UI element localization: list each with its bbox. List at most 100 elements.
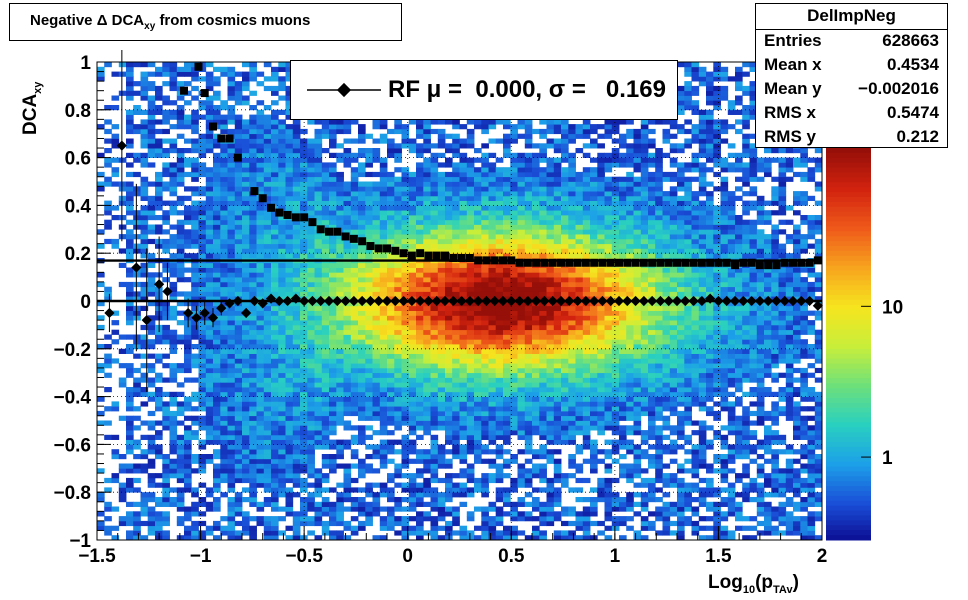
heatmap-cell (466, 229, 475, 235)
heatmap-cell (401, 520, 410, 527)
heatmap-cell (394, 143, 402, 149)
heatmap-cell (350, 477, 359, 484)
heatmap-cell (227, 119, 236, 125)
heatmap-cell (336, 324, 344, 331)
heatmap-cell (111, 238, 120, 245)
heatmap-cell (220, 215, 228, 221)
heatmap-cell (198, 243, 207, 249)
heatmap-cell (162, 71, 170, 77)
heatmap-cell (285, 439, 294, 445)
heatmap-cell (198, 100, 207, 106)
heatmap-cell (430, 219, 439, 225)
heatmap-cell (176, 434, 185, 440)
heatmap-cell (517, 415, 526, 421)
heatmap-cell (553, 468, 562, 474)
heatmap-cell (205, 81, 214, 87)
heatmap-cell (423, 367, 431, 374)
heatmap-cell (126, 482, 134, 488)
heatmap-cell (466, 277, 475, 283)
heatmap-cell (452, 205, 460, 211)
heatmap-cell (227, 191, 236, 197)
heatmap-cell (249, 387, 257, 393)
heatmap-cell (242, 458, 250, 464)
heatmap-cell (329, 238, 337, 245)
heatmap-cell (300, 454, 308, 460)
heatmap-cell (546, 516, 555, 522)
heatmap-cell (488, 439, 497, 445)
heatmap-cell (314, 310, 323, 316)
heatmap-cell (198, 200, 207, 206)
heatmap-cell (408, 444, 417, 450)
heatmap-cell (358, 315, 366, 321)
heatmap-cell (546, 310, 555, 316)
heatmap-cell (408, 329, 417, 335)
heatmap-cell (532, 238, 540, 245)
heatmap-cell (234, 334, 243, 340)
heatmap-cell (104, 353, 112, 359)
heatmap-cell (539, 238, 547, 245)
heatmap-cell (437, 367, 446, 374)
heatmap-cell (495, 497, 504, 503)
heatmap-cell (169, 487, 178, 493)
heatmap-cell (394, 320, 402, 326)
heatmap-cell (140, 501, 149, 507)
heatmap-cell (365, 372, 373, 378)
heatmap-cell (249, 238, 257, 245)
heatmap-cell (430, 516, 439, 522)
heatmap-cell (220, 473, 228, 479)
heatmap-cell (343, 286, 352, 292)
heatmap-cell (517, 482, 526, 488)
heatmap-cell (321, 286, 330, 292)
heatmap-cell (249, 497, 257, 503)
heatmap-cell (184, 81, 192, 87)
heatmap-cell (358, 473, 366, 479)
heatmap-cell (249, 176, 257, 182)
heatmap-cell (271, 348, 279, 354)
heatmap-cell (271, 191, 279, 197)
heatmap-cell (503, 248, 511, 254)
heatmap-cell (401, 215, 410, 221)
heatmap-cell (321, 272, 330, 278)
heatmap-cell (546, 367, 555, 374)
heatmap-cell (220, 105, 228, 111)
heatmap-cell (459, 449, 468, 455)
heatmap-cell (133, 234, 141, 240)
heatmap-cell (300, 281, 308, 288)
heatmap-cell (445, 195, 453, 201)
heatmap-cell (300, 229, 308, 235)
heatmap-cell (307, 372, 315, 378)
heatmap-cell (408, 401, 417, 407)
heatmap-cell (546, 324, 555, 331)
heatmap-cell (495, 401, 504, 407)
heatmap-cell (358, 396, 366, 402)
heatmap-cell (358, 277, 366, 283)
heatmap-cell (510, 367, 518, 374)
heatmap-cell (416, 238, 424, 245)
heatmap-cell (263, 391, 272, 397)
heatmap-cell (343, 281, 352, 288)
heatmap-cell (126, 434, 134, 440)
heatmap-cell (459, 176, 468, 182)
heatmap-cell (104, 205, 112, 211)
heatmap-cell (466, 353, 475, 359)
heatmap-cell (408, 267, 417, 273)
heatmap-cell (423, 468, 431, 474)
heatmap-cell (285, 90, 294, 96)
heatmap-cell (350, 277, 359, 283)
heatmap-cell (481, 430, 489, 436)
heatmap-cell (401, 234, 410, 240)
heatmap-cell (524, 176, 533, 182)
heatmap-cell (532, 463, 540, 469)
heatmap-cell (133, 391, 141, 397)
heatmap-cell (437, 334, 446, 340)
heatmap-cell (546, 339, 555, 345)
heatmap-cell (423, 128, 431, 135)
heatmap-cell (372, 272, 381, 278)
heatmap-cell (488, 458, 497, 464)
heatmap-cell (358, 281, 366, 288)
heatmap-cell (162, 363, 170, 369)
heatmap-cell (256, 324, 265, 331)
heatmap-cell (169, 76, 178, 82)
heatmap-cell (350, 367, 359, 374)
heatmap-cell (307, 138, 315, 144)
